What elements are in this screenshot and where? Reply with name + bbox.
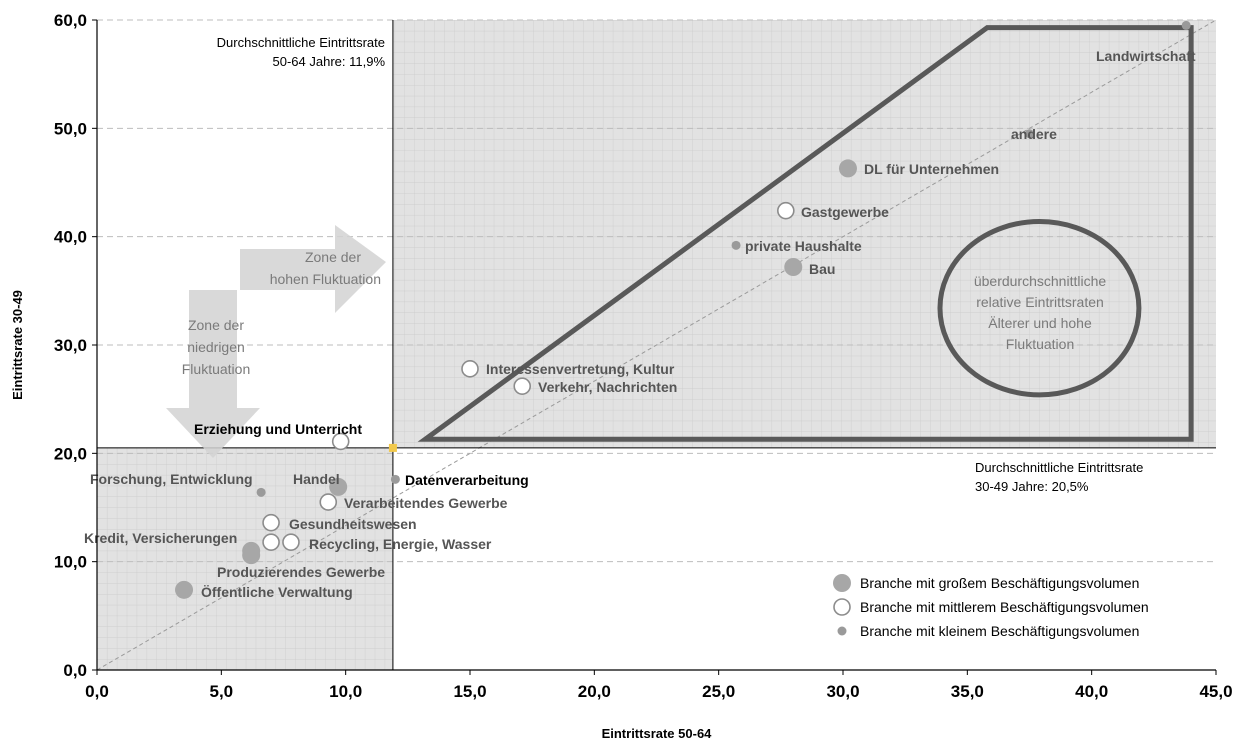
point-label-7: Verkehr, Nachrichten: [538, 379, 677, 395]
point-label-12: Verarbeitendes Gewerbe: [344, 495, 508, 511]
point-labels: Landwirtschaft andere DL für Unternehmen Ga…: [84, 48, 1196, 600]
annotation-shapes: [166, 25, 1194, 458]
data-point-10: [256, 487, 266, 497]
avg-x-note-line1: Durchschnittliche Eintrittsrate: [217, 35, 385, 50]
zone-high-line2: hohen Fluktuation: [270, 271, 381, 287]
x-tick-label-3: 15,0: [453, 682, 486, 701]
point-label-9: Datenverarbeitung: [405, 472, 529, 488]
zone-low-line1: Zone der: [188, 317, 244, 333]
point-label-6: Interessenvertretung, Kultur: [486, 361, 675, 377]
point-label-2: DL für Unternehmen: [864, 161, 999, 177]
legend: Branche mit großem Beschäftigungsvolumen…: [833, 574, 1149, 639]
average-intersection-marker: [388, 443, 397, 452]
avg-x-note-line2: 50-64 Jahre: 11,9%: [273, 54, 386, 69]
diagonal-reference-line: [96, 19, 1217, 671]
data-point-6: [461, 360, 479, 378]
data-point-4: [731, 240, 741, 250]
point-label-10: Forschung, Entwicklung: [90, 471, 253, 487]
circle-text-line2: relative Eintrittsraten: [976, 294, 1104, 310]
circle-text-line3: Älterer und hohe: [988, 315, 1092, 331]
x-tick-label-9: 45,0: [1199, 682, 1232, 701]
data-point-0: [1181, 20, 1191, 30]
legend-marker-medium: [833, 598, 851, 616]
data-point-2: [838, 159, 857, 178]
upper-right-fine-grid: [392, 20, 1216, 448]
x-tick-label-1: 5,0: [210, 682, 234, 701]
y-tick-label-5: 50,0: [54, 119, 87, 138]
data-point-5: [784, 258, 803, 276]
data-point-9: [390, 474, 400, 484]
data-point-18: [175, 580, 194, 599]
axes: 0,0 5,0 10,0 15,0 20,0 25,0 30,0 35,0 40,0 45,0 0,…: [10, 11, 1233, 741]
legend-label-small: Branche mit kleinem Beschäftigungsvolume…: [860, 623, 1139, 639]
high-fluctuation-trapezoid: [417, 25, 1194, 442]
data-point-1: [1025, 129, 1034, 139]
point-label-0: Landwirtschaft: [1096, 48, 1196, 64]
point-label-14: Kredit, Versicherungen: [84, 530, 237, 546]
above-average-ellipse: [937, 219, 1142, 398]
y-tick-label-0: 0,0: [63, 661, 87, 680]
average-lines: [97, 20, 1216, 670]
legend-marker-small: [837, 626, 847, 636]
y-tick-label-2: 20,0: [54, 444, 87, 463]
data-point-8: [331, 432, 350, 451]
x-tick-label-8: 40,0: [1075, 682, 1108, 701]
y-tick-label-4: 40,0: [54, 228, 87, 247]
avg-y-note-line1: Durchschnittliche Eintrittsrate: [975, 460, 1143, 475]
point-label-5: Bau: [809, 261, 835, 277]
data-point-16: [282, 533, 300, 551]
data-point-15: [262, 533, 280, 551]
data-point-17: [242, 546, 261, 565]
avg-y-note-line2: 30-49 Jahre: 20,5%: [975, 479, 1089, 494]
gridlines: [96, 19, 1217, 671]
zone-low-line3: Fluktuation: [182, 361, 250, 377]
data-point-7: [513, 377, 532, 395]
x-tick-label-0: 0,0: [85, 682, 109, 701]
x-tick-label-7: 35,0: [951, 682, 984, 701]
zone-low-arrow: [166, 290, 260, 458]
y-tick-label-3: 30,0: [54, 336, 87, 355]
zone-high-line1: Zone der: [305, 249, 361, 265]
circle-text-line4: Fluktuation: [1006, 336, 1074, 352]
x-tick-label-6: 30,0: [826, 682, 859, 701]
circle-text-line1: überdurchschnittliche: [974, 273, 1107, 289]
y-axis-title: Eintrittsrate 30-49: [10, 290, 25, 400]
legend-marker-large: [833, 574, 851, 592]
x-axis-title: Eintrittsrate 50-64: [602, 726, 713, 741]
data-point-13: [262, 513, 280, 532]
point-label-3: Gastgewerbe: [801, 204, 889, 220]
y-tick-label-6: 60,0: [54, 11, 87, 30]
data-point-12: [319, 493, 338, 511]
point-label-17: Produzierendes Gewerbe: [217, 564, 385, 580]
zone-high-arrow: [240, 225, 386, 313]
point-label-1: andere: [1011, 126, 1057, 142]
y-tick-label-1: 10,0: [54, 553, 87, 572]
x-tick-label-2: 10,0: [329, 682, 362, 701]
legend-label-large: Branche mit großem Beschäftigungsvolumen: [860, 575, 1139, 591]
data-point-3: [777, 201, 795, 220]
x-tick-label-4: 20,0: [578, 682, 611, 701]
data-point-11: [329, 477, 348, 496]
point-label-8: Erziehung und Unterricht: [194, 421, 362, 437]
x-tick-label-5: 25,0: [702, 682, 735, 701]
point-label-4: private Haushalte: [745, 238, 862, 254]
zone-low-line2: niedrigen: [187, 339, 245, 355]
legend-label-medium: Branche mit mittlerem Beschäftigungsvolu…: [860, 599, 1149, 615]
point-label-16: Recycling, Energie, Wasser: [309, 536, 492, 552]
point-label-18: Öffentliche Verwaltung: [201, 584, 353, 600]
data-points: [175, 20, 1191, 599]
point-label-11: Handel: [293, 471, 340, 487]
point-label-13: Gesundheitswesen: [289, 516, 417, 532]
